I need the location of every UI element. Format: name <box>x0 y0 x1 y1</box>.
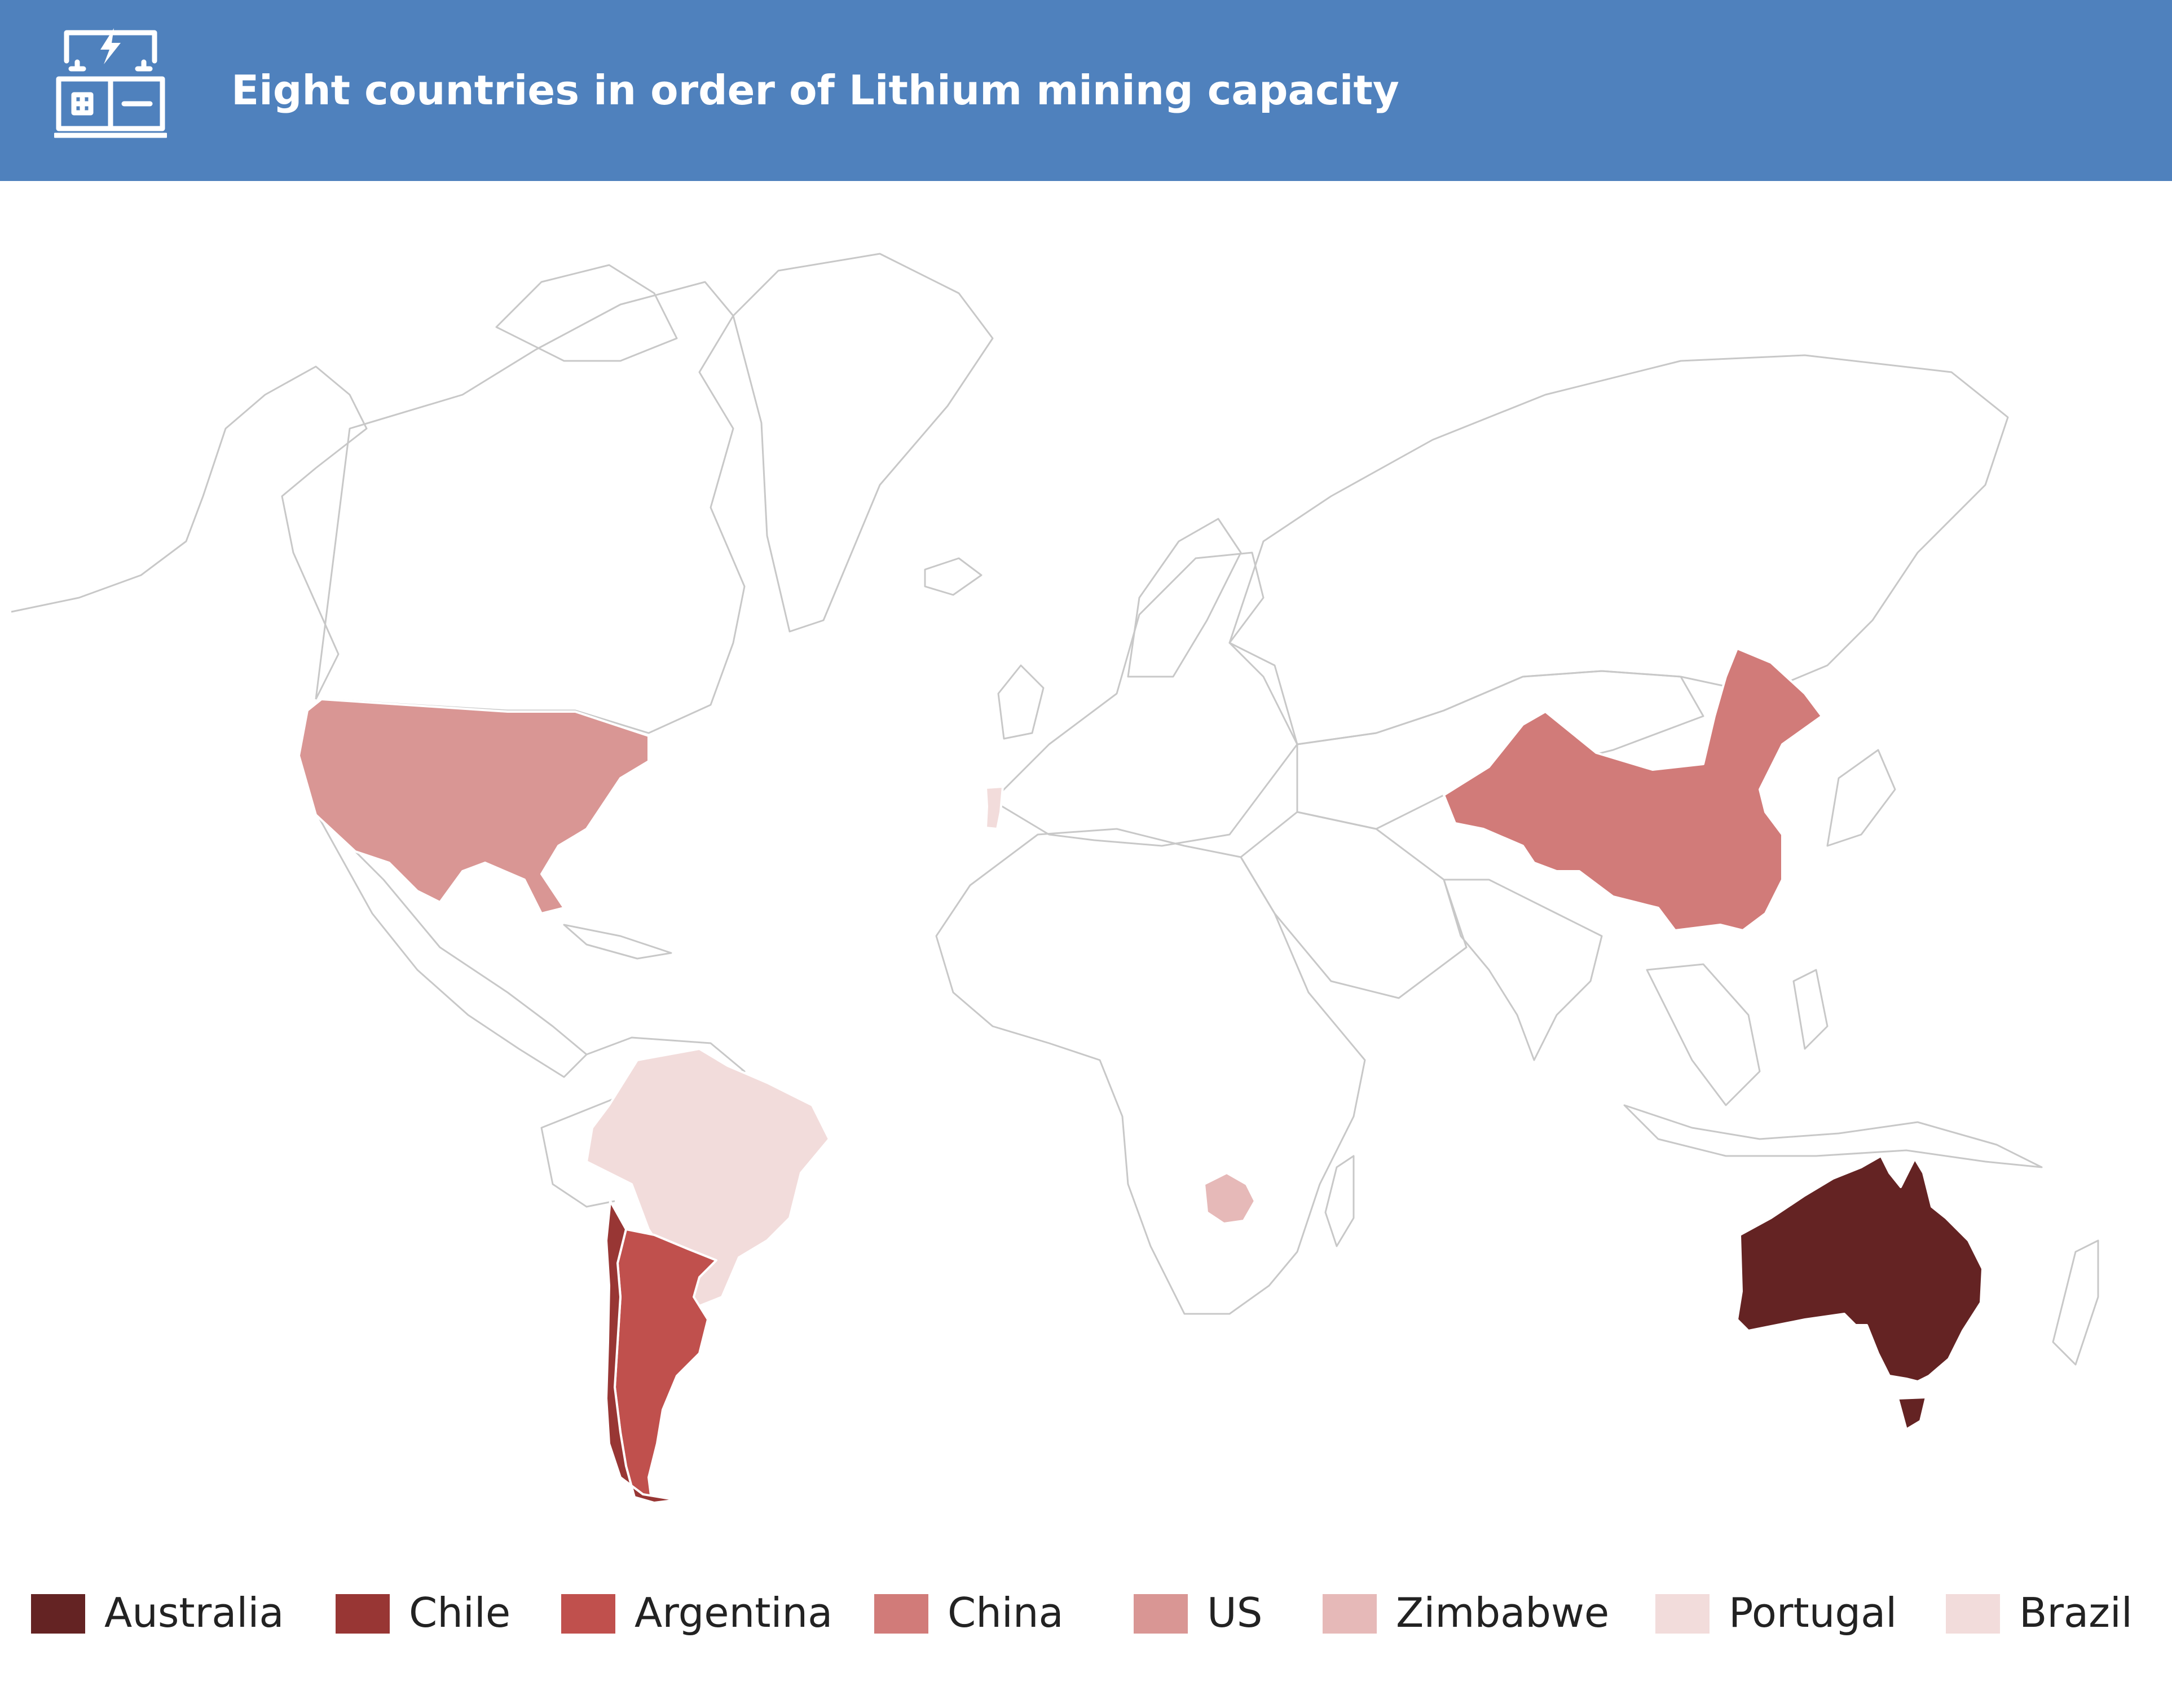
country-china <box>1443 647 1823 932</box>
page-title: Eight countries in order of Lithium mini… <box>231 67 1399 114</box>
legend-label: Portugal <box>1729 1589 1897 1636</box>
legend-swatch <box>1323 1594 1377 1634</box>
legend-swatch <box>1946 1594 2000 1634</box>
country-australia-tasmania <box>1897 1396 1927 1431</box>
india-outline <box>1443 879 1603 1061</box>
country-portugal <box>985 785 1004 830</box>
legend-swatch <box>31 1594 85 1634</box>
world-map-svg <box>11 253 2099 1504</box>
southeast-asia-outline <box>1646 963 1761 1106</box>
iceland-outline <box>924 557 983 596</box>
header-bar: Eight countries in order of Lithium mini… <box>0 0 2172 181</box>
madagascar-outline <box>1324 1155 1355 1247</box>
country-us <box>298 698 650 915</box>
philippines-outline <box>1792 969 1829 1050</box>
japan-outline <box>1826 749 1896 847</box>
caribbean-outline <box>563 924 672 960</box>
legend-label: Brazil <box>2019 1589 2133 1636</box>
world-map <box>0 181 2172 1534</box>
russia-outline <box>1228 354 2009 745</box>
highlighted-countries <box>298 647 1984 1504</box>
canada-outline <box>315 281 746 734</box>
africa-outline <box>935 828 1366 1315</box>
alaska-outline <box>11 365 368 700</box>
unhighlighted-landmasses <box>11 253 2099 1366</box>
country-argentina <box>614 1228 717 1501</box>
new-zealand-outline <box>2052 1239 2099 1366</box>
battery-icon <box>54 28 167 138</box>
legend-swatch <box>1655 1594 1710 1634</box>
country-zimbabwe <box>1203 1172 1256 1225</box>
legend: Australia Chile Argentina China US Zimbabwe Po… <box>0 1579 2172 1647</box>
legend-label: China <box>948 1589 1064 1636</box>
middle-east-outline <box>1240 811 1468 999</box>
europe-outline <box>992 551 1298 847</box>
legend-label: Argentina <box>635 1589 833 1636</box>
greenland-outline <box>732 253 994 633</box>
mexico-central-america-outline <box>315 811 588 1078</box>
central-asia-outline <box>1296 670 1704 830</box>
legend-swatch <box>561 1594 615 1634</box>
legend-swatch <box>1134 1594 1188 1634</box>
legend-label: Zimbabwe <box>1396 1589 1610 1636</box>
legend-swatch <box>874 1594 928 1634</box>
legend-swatch <box>336 1594 390 1634</box>
indonesia-outline <box>1623 1104 2043 1168</box>
country-australia <box>1736 1155 1984 1383</box>
scandinavia-outline <box>1127 518 1242 678</box>
country-brazil <box>585 1048 830 1309</box>
legend-label: Australia <box>104 1589 284 1636</box>
legend-label: Chile <box>409 1589 511 1636</box>
country-chile <box>605 1200 678 1504</box>
uk-outline <box>997 664 1045 740</box>
arctic-islands-outline <box>495 264 678 362</box>
legend-label: US <box>1207 1589 1263 1636</box>
